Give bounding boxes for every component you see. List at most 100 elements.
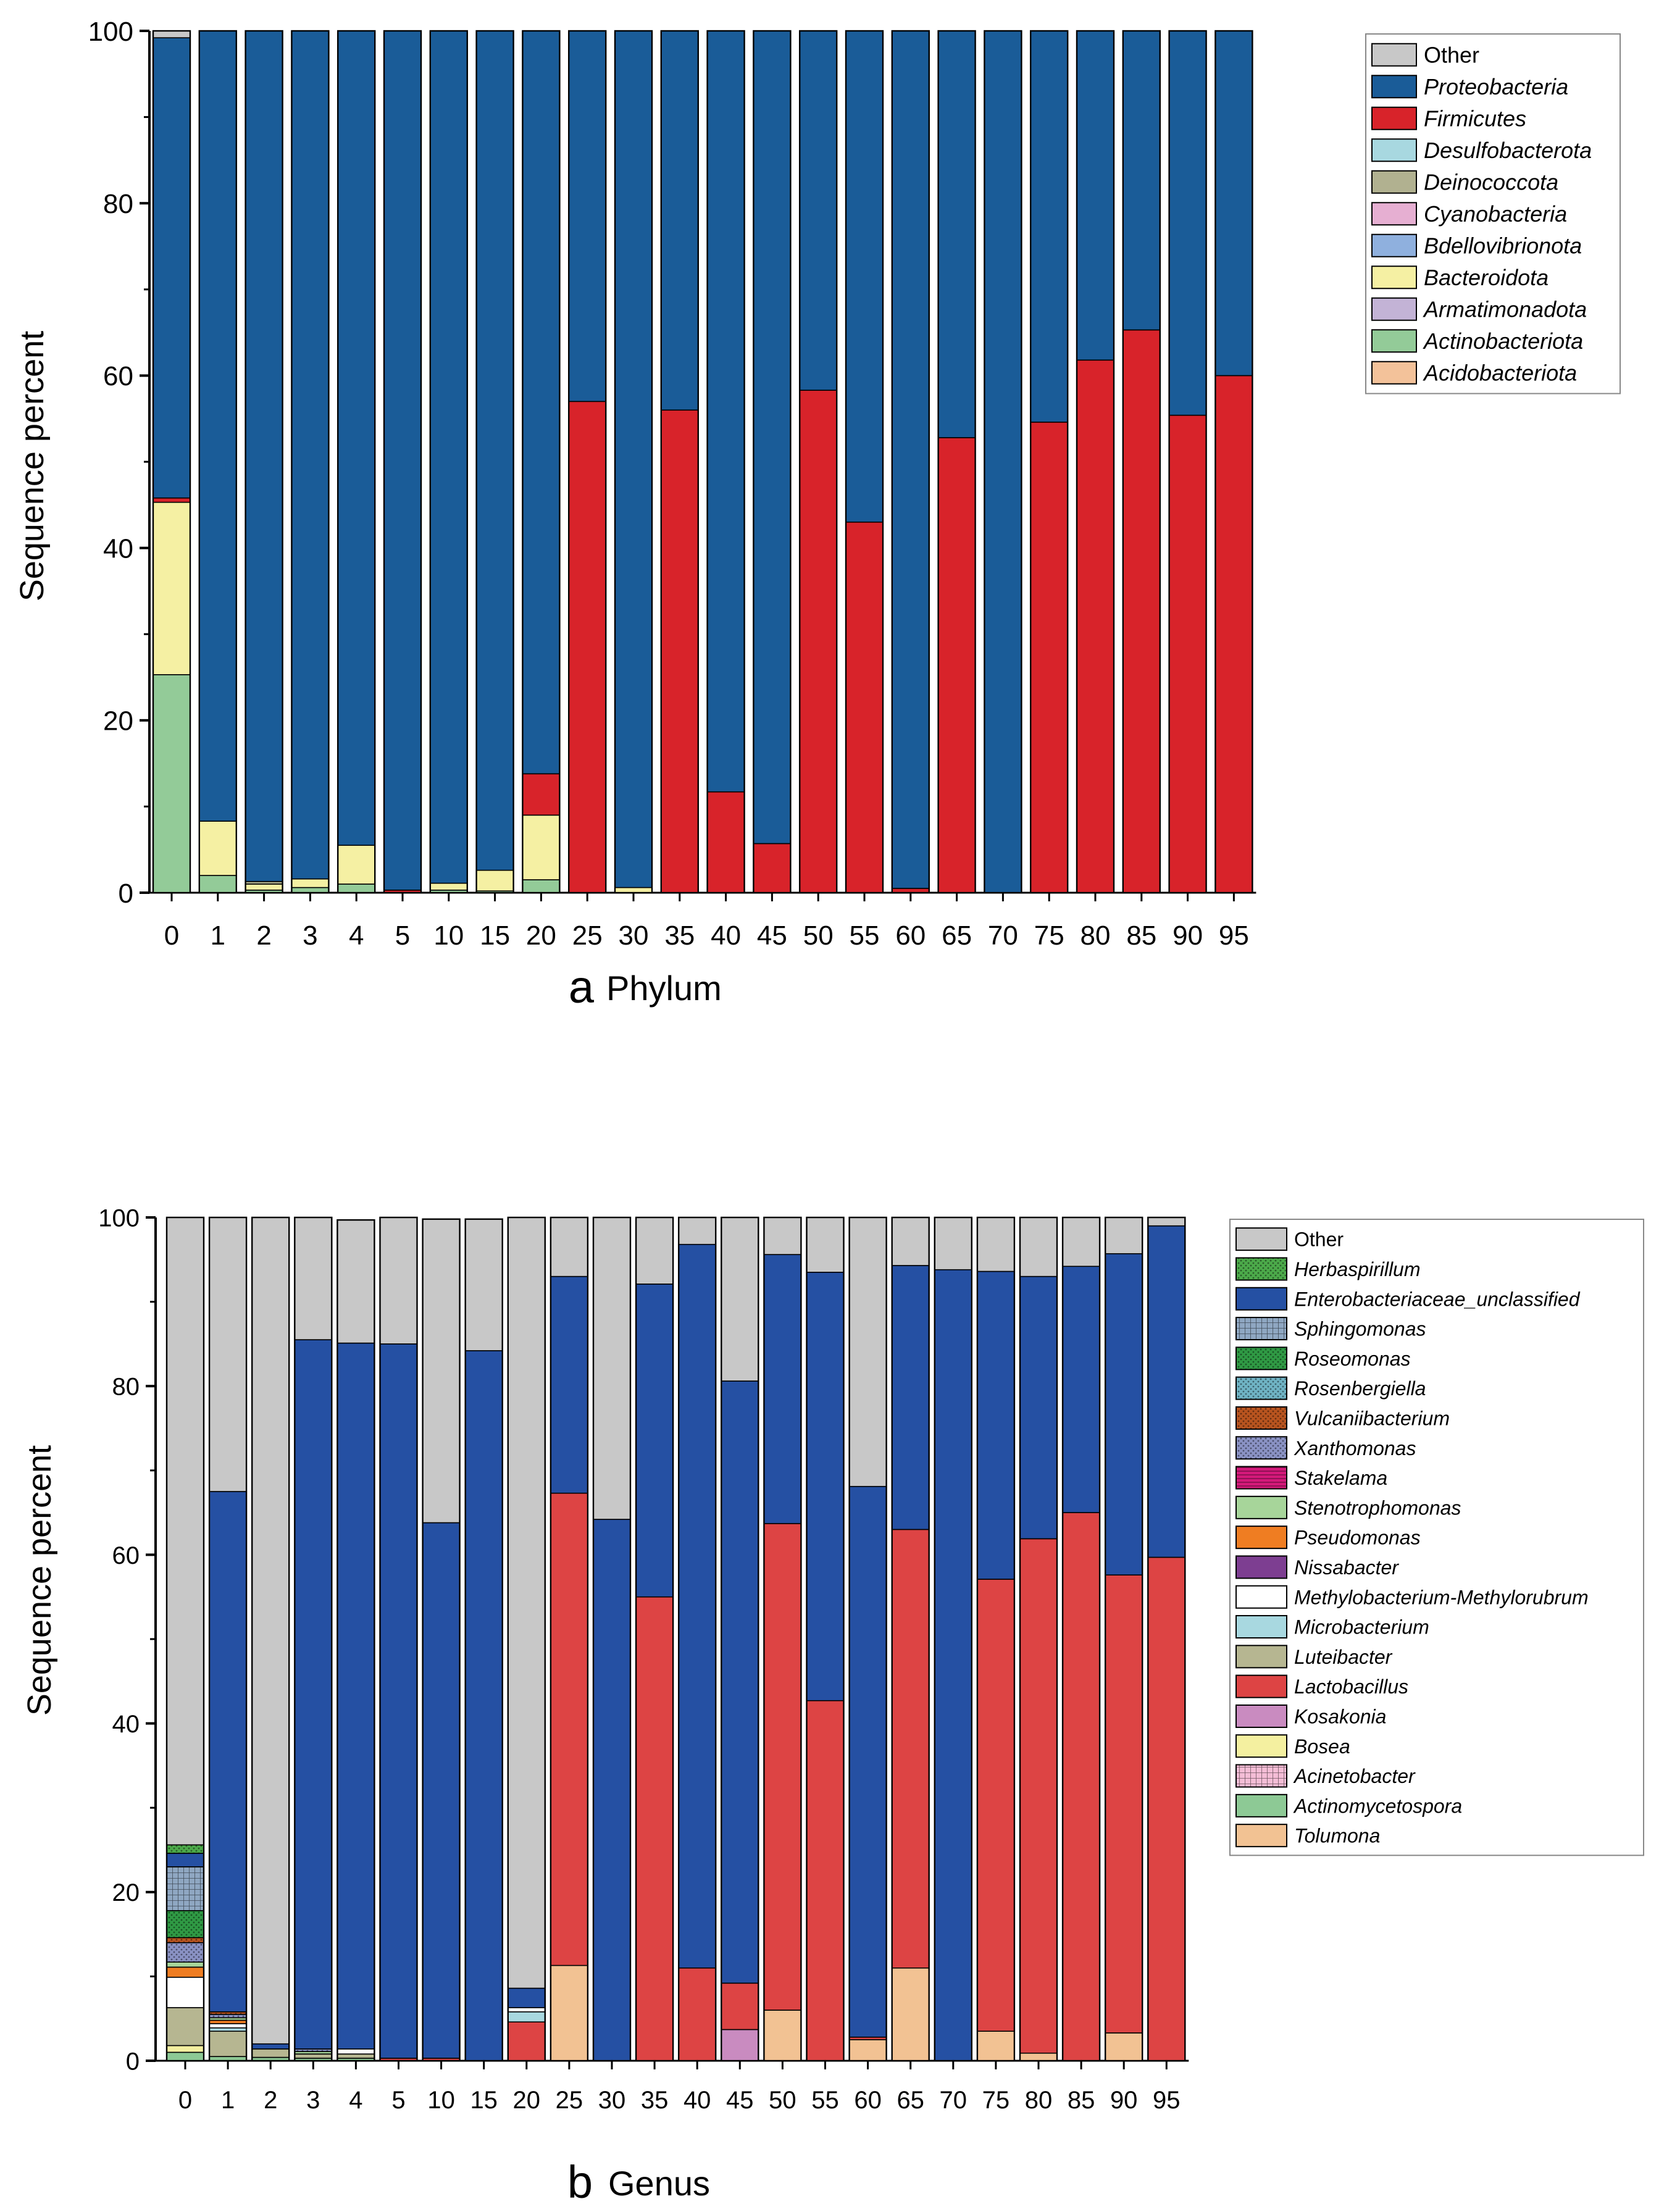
bar-segment-methylobacterium-methylorubrum-4	[336, 2048, 375, 2055]
bar-segment-bacteroidota-20	[522, 814, 561, 880]
x-tick-label-55: 55	[850, 920, 880, 951]
bar-segment-enterobacteriaceae-unclassified-4	[336, 1342, 375, 2050]
bar-segment-firmicutes-20	[522, 773, 561, 816]
bar-segment-proteobacteria-2	[245, 30, 283, 882]
bar-segment-other-90	[1105, 1217, 1143, 1254]
bar-segment-proteobacteria-1	[198, 30, 237, 822]
x-tick-label-25: 25	[572, 920, 603, 951]
bar-segment-lactobacillus-20	[507, 2021, 546, 2061]
legend-label-nissabacter: Nissabacter	[1294, 1556, 1399, 1579]
legend-label-other: Other	[1294, 1229, 1344, 1251]
x-tick-label-75: 75	[982, 2087, 1010, 2114]
bar-segment-other-85	[1062, 1217, 1100, 1267]
bar-segment-pattern-vulcaniibacterium-1	[209, 2011, 247, 2014]
x-tick-label-2: 2	[264, 2087, 277, 2114]
bar-segment-actinobacteriota-1	[198, 875, 237, 893]
bar-segment-lactobacillus-75	[977, 1579, 1015, 2032]
legend-swatch-enterobacteriaceae-unclassified	[1235, 1287, 1287, 1311]
bar-segment-tolumona-50	[763, 2010, 802, 2061]
x-tick-label-1: 1	[221, 2087, 235, 2114]
x-tick-label-65: 65	[897, 2087, 924, 2114]
bar-segment-enterobacteriaceae-unclassified-3	[294, 1339, 333, 2050]
bar-segment-methylobacterium-methylorubrum-0	[166, 1976, 204, 2008]
bar-segment-proteobacteria-10	[429, 30, 468, 884]
bar-segment-firmicutes-75	[1030, 421, 1068, 893]
bar-segment-other-15	[464, 1218, 503, 1351]
y-tick-label: 0	[119, 879, 133, 909]
bar-segment-lactobacillus-55	[806, 1700, 845, 2061]
bar-segment-stenotrophomonas-0	[166, 1961, 204, 1968]
panel-a-y-axis: 0 20 40 60 80 100	[88, 17, 1256, 909]
bar-segment-bacteroidota-2	[245, 883, 283, 891]
x-tick-label-1: 1	[211, 920, 225, 951]
bar-segment-bacteroidota-1	[198, 820, 237, 876]
bar-segment-luteibacter-4	[336, 2053, 375, 2059]
bar-segment-other-1	[209, 1217, 247, 1492]
bar-segment-proteobacteria-35	[661, 30, 699, 411]
x-tick-label-35: 35	[664, 920, 695, 951]
legend-label-kosakonia: Kosakonia	[1294, 1705, 1386, 1727]
bar-segment-actinobacteriota-4	[337, 883, 376, 893]
bar-segment-other-45	[721, 1217, 759, 1382]
legend-swatch-pattern-rosenbergiella	[1236, 1377, 1287, 1400]
legend-label-methylobacterium-methylorubrum: Methylobacterium-Methylorubrum	[1294, 1586, 1589, 1608]
bar-segment-firmicutes-0	[153, 497, 191, 503]
bar-segment-proteobacteria-90	[1168, 30, 1207, 416]
bar-segment-enterobacteriaceae-unclassified-5	[379, 1343, 418, 2059]
x-tick-label-25: 25	[556, 2087, 583, 2114]
legend-label-herbaspirillum: Herbaspirillum	[1294, 1258, 1421, 1280]
legend-label-roseomonas: Roseomonas	[1294, 1348, 1411, 1370]
panel-a-letter: a	[569, 961, 595, 1012]
bar-segment-kosakonia-45	[721, 2029, 759, 2061]
x-tick-label-0: 0	[164, 920, 179, 951]
bar-segment-actinobacteriota-0	[153, 674, 191, 893]
legend-swatch-pattern-xanthomonas	[1236, 1437, 1287, 1459]
bar-segment-enterobacteriaceae-unclassified-25	[550, 1275, 588, 1494]
legend-swatch-pseudomonas	[1235, 1525, 1287, 1550]
legend-label-proteobacteria: Proteobacteria	[1424, 74, 1568, 99]
bar-segment-microbacterium-20	[507, 2011, 546, 2022]
bar-segment-proteobacteria-80	[1076, 30, 1114, 361]
legend-swatch-desulfobacterota	[1371, 138, 1417, 162]
bar-segment-enterobacteriaceae-unclassified-55	[806, 1271, 845, 1701]
bar-segment-proteobacteria-40	[706, 30, 745, 793]
bar-segment-lactobacillus-90	[1105, 1574, 1143, 2034]
x-tick-label-55: 55	[811, 2087, 839, 2114]
x-tick-label-45: 45	[757, 920, 787, 951]
bar-segment-lactobacillus-45	[721, 1982, 759, 2030]
legend-label-actinomycetospora: Actinomycetospora	[1293, 1795, 1462, 1817]
legend-label-armatimonadota: Armatimonadota	[1423, 297, 1587, 322]
bar-segment-firmicutes-35	[661, 409, 699, 893]
legend-swatch-acidobacteriota	[1371, 361, 1417, 385]
legend-label-sphingomonas: Sphingomonas	[1294, 1318, 1426, 1340]
bar-segment-proteobacteria-70	[984, 30, 1022, 893]
x-tick-label-10: 10	[427, 2087, 455, 2114]
bar-segment-bosea-0	[166, 2045, 204, 2053]
bar-segment-other-30	[593, 1217, 631, 1520]
x-tick-label-95: 95	[1153, 2087, 1181, 2114]
bar-segment-bacteroidota-10	[429, 882, 468, 891]
bar-segment-enterobacteriaceae-unclassified-65	[891, 1265, 930, 1530]
bar-segment-luteibacter-3	[294, 2053, 333, 2059]
legend-swatch-lactobacillus	[1235, 1674, 1287, 1698]
x-tick-label-0: 0	[178, 2087, 192, 2114]
panel-b-title: Genus	[608, 2164, 710, 2203]
legend-label-other: Other	[1424, 43, 1479, 68]
bar-segment-actinobacteriota-3	[291, 887, 330, 893]
legend-label-bosea: Bosea	[1294, 1735, 1350, 1758]
bar-segment-lactobacillus-40	[678, 1967, 716, 2061]
x-tick-label-80: 80	[1025, 2087, 1053, 2114]
bar-segment-proteobacteria-95	[1214, 30, 1253, 377]
bar-segment-bacteroidota-4	[337, 845, 376, 885]
x-tick-label-3: 3	[306, 2087, 320, 2114]
bar-segment-proteobacteria-55	[845, 30, 884, 523]
y-tick-label: 80	[103, 189, 133, 219]
bar-segment-firmicutes-45	[753, 843, 792, 893]
panel-b-legend: Other Herbaspirillum Enterobacteriaceae_un…	[1229, 1219, 1644, 1856]
bar-segment-proteobacteria-0	[153, 37, 191, 499]
bar-segment-actinobacteriota-20	[522, 879, 561, 893]
x-tick-label-90: 90	[1110, 2087, 1138, 2114]
x-tick-label-30: 30	[598, 2087, 626, 2114]
x-tick-label-70: 70	[940, 2087, 968, 2114]
bar-segment-proteobacteria-50	[799, 30, 837, 391]
